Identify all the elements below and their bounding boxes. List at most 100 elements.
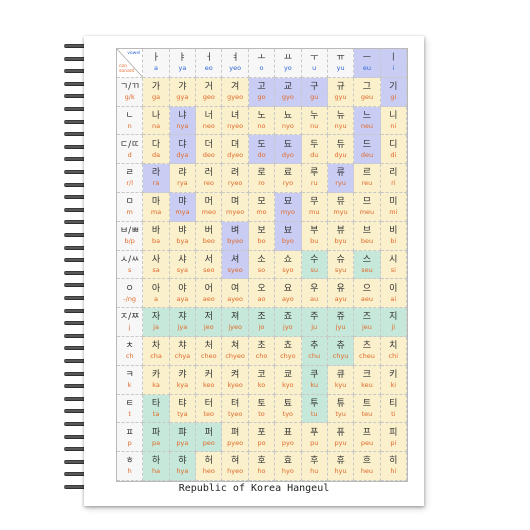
syllable-cell: 차 cha bbox=[143, 336, 170, 366]
cell-romanization: aeo bbox=[202, 294, 215, 303]
syllable-cell: 녀 nyeo bbox=[222, 106, 249, 136]
cell-glyph: 고 bbox=[257, 81, 266, 92]
cell-romanization: geo bbox=[202, 92, 215, 101]
syllable-cell: 자 ja bbox=[143, 308, 170, 337]
cell-romanization: s bbox=[127, 265, 132, 274]
syllable-cell: 요 ayo bbox=[275, 279, 302, 309]
cell-romanization: aeu bbox=[360, 294, 373, 303]
syllable-cell: 터 teo bbox=[196, 394, 223, 424]
cell-romanization: n bbox=[127, 121, 132, 130]
cell-romanization: ayeo bbox=[227, 294, 244, 303]
cell-romanization: pya bbox=[176, 438, 189, 447]
syllable-cell: 퍼 peo bbox=[196, 423, 223, 453]
cell-glyph: 쿄 bbox=[283, 369, 292, 380]
cell-glyph: 요 bbox=[283, 283, 292, 294]
cell-glyph: 모 bbox=[257, 197, 266, 208]
cell-romanization: aya bbox=[176, 294, 189, 303]
cell-romanization: geu bbox=[360, 92, 374, 101]
syllable-cell: 흐 heu bbox=[354, 452, 381, 481]
cell-glyph: 토 bbox=[257, 398, 266, 409]
syllable-cell: 후 hu bbox=[301, 452, 328, 481]
cell-glyph: 느 bbox=[362, 110, 372, 121]
syllable-cell: 스 seu bbox=[354, 250, 381, 280]
cell-romanization: jeu bbox=[361, 323, 372, 332]
syllable-cell: 호 ho bbox=[248, 452, 276, 481]
syllable-cell: 초 cho bbox=[248, 336, 276, 366]
cell-romanization: ayu bbox=[334, 294, 347, 303]
cell-romanization: gyeo bbox=[227, 92, 244, 101]
syllable-cell: 퓨 pyu bbox=[327, 423, 355, 453]
cell-romanization: kyo bbox=[282, 380, 294, 389]
cell-romanization: -/ng bbox=[123, 294, 137, 303]
syllable-cell: 모 mo bbox=[248, 192, 276, 222]
cell-glyph: ㅑ bbox=[178, 53, 187, 64]
cell-glyph: ㄹ bbox=[125, 168, 134, 179]
syllable-cell: 져 jyeo bbox=[222, 308, 249, 337]
cell-glyph: 슈 bbox=[336, 254, 345, 265]
syllable-cell: 러 reo bbox=[196, 164, 223, 193]
syllable-cell: 르 reu bbox=[354, 164, 381, 193]
syllable-cell: 겨 gyeo bbox=[222, 77, 249, 107]
notebook-caption: Republic of Korea Hangeul bbox=[178, 483, 330, 494]
syllable-cell: 구 gu bbox=[301, 77, 328, 107]
cell-glyph: 댜 bbox=[178, 139, 187, 150]
syllable-cell: 벼 byeo bbox=[222, 221, 249, 251]
cell-glyph: 벼 bbox=[230, 225, 240, 236]
consonant-header-cell: ㅅ/ㅆ s bbox=[117, 250, 144, 280]
cell-romanization: chya bbox=[174, 352, 191, 361]
syllable-cell: 코 ko bbox=[248, 365, 276, 395]
cell-glyph: 서 bbox=[204, 254, 213, 265]
cell-glyph: 듀 bbox=[336, 139, 345, 150]
cell-romanization: gu bbox=[310, 92, 319, 101]
syllable-cell: 갸 gya bbox=[169, 77, 197, 107]
cell-romanization: ki bbox=[390, 380, 397, 389]
cell-romanization: neu bbox=[360, 121, 374, 130]
syllable-cell: 키 ki bbox=[380, 365, 407, 395]
cell-romanization: ai bbox=[390, 294, 397, 303]
cell-glyph: 루 bbox=[310, 168, 319, 179]
cell-glyph: 샤 bbox=[178, 254, 187, 265]
syllable-cell: 사 sa bbox=[143, 250, 170, 280]
cell-romanization: byo bbox=[281, 236, 294, 245]
syllable-cell: 캬 kya bbox=[169, 365, 197, 395]
cell-romanization: rya bbox=[177, 179, 188, 188]
cell-romanization: ni bbox=[390, 121, 397, 130]
cell-glyph: ㅠ bbox=[336, 53, 345, 64]
cell-glyph: 며 bbox=[230, 197, 240, 208]
cell-glyph: 투 bbox=[310, 398, 319, 409]
cell-glyph: 두 bbox=[310, 139, 319, 150]
corner-vowel-label: vowel bbox=[127, 51, 141, 56]
cell-romanization: reo bbox=[203, 179, 215, 188]
cell-romanization: o bbox=[259, 64, 264, 73]
cell-glyph: 효 bbox=[283, 456, 292, 467]
syllable-cell: 프 peu bbox=[354, 423, 381, 453]
syllable-cell: 피 pi bbox=[380, 423, 407, 453]
cell-romanization: tu bbox=[310, 409, 318, 418]
cell-glyph: 소 bbox=[257, 254, 266, 265]
cell-glyph: 트 bbox=[362, 398, 372, 409]
syllable-cell: 머 meo bbox=[196, 192, 223, 222]
syllable-cell: 로 ro bbox=[248, 164, 276, 193]
syllable-cell: 누 nu bbox=[301, 106, 328, 136]
cell-glyph: 쥬 bbox=[336, 312, 345, 323]
syllable-cell: 햐 hya bbox=[169, 452, 197, 481]
cell-romanization: si bbox=[390, 265, 396, 274]
cell-romanization: syeo bbox=[227, 265, 243, 274]
cell-romanization: chu bbox=[308, 352, 321, 361]
cell-romanization: ayo bbox=[281, 294, 294, 303]
cell-glyph: 노 bbox=[257, 110, 266, 121]
cell-glyph: ㅍ bbox=[125, 427, 134, 438]
cell-glyph: 뷰 bbox=[336, 225, 345, 236]
cell-romanization: jya bbox=[177, 323, 188, 332]
syllable-cell: 즈 jeu bbox=[354, 308, 381, 337]
syllable-cell: 므 meu bbox=[354, 192, 381, 222]
cell-glyph: ㅎ bbox=[125, 456, 134, 467]
cell-glyph: 바 bbox=[151, 225, 161, 236]
syllable-cell: 거 geo bbox=[196, 77, 223, 107]
syllable-cell: 쿠 ku bbox=[301, 365, 328, 395]
syllable-cell: 나 na bbox=[143, 106, 170, 136]
cell-glyph: 기 bbox=[389, 81, 398, 92]
syllable-cell: 죠 jyo bbox=[275, 308, 302, 337]
